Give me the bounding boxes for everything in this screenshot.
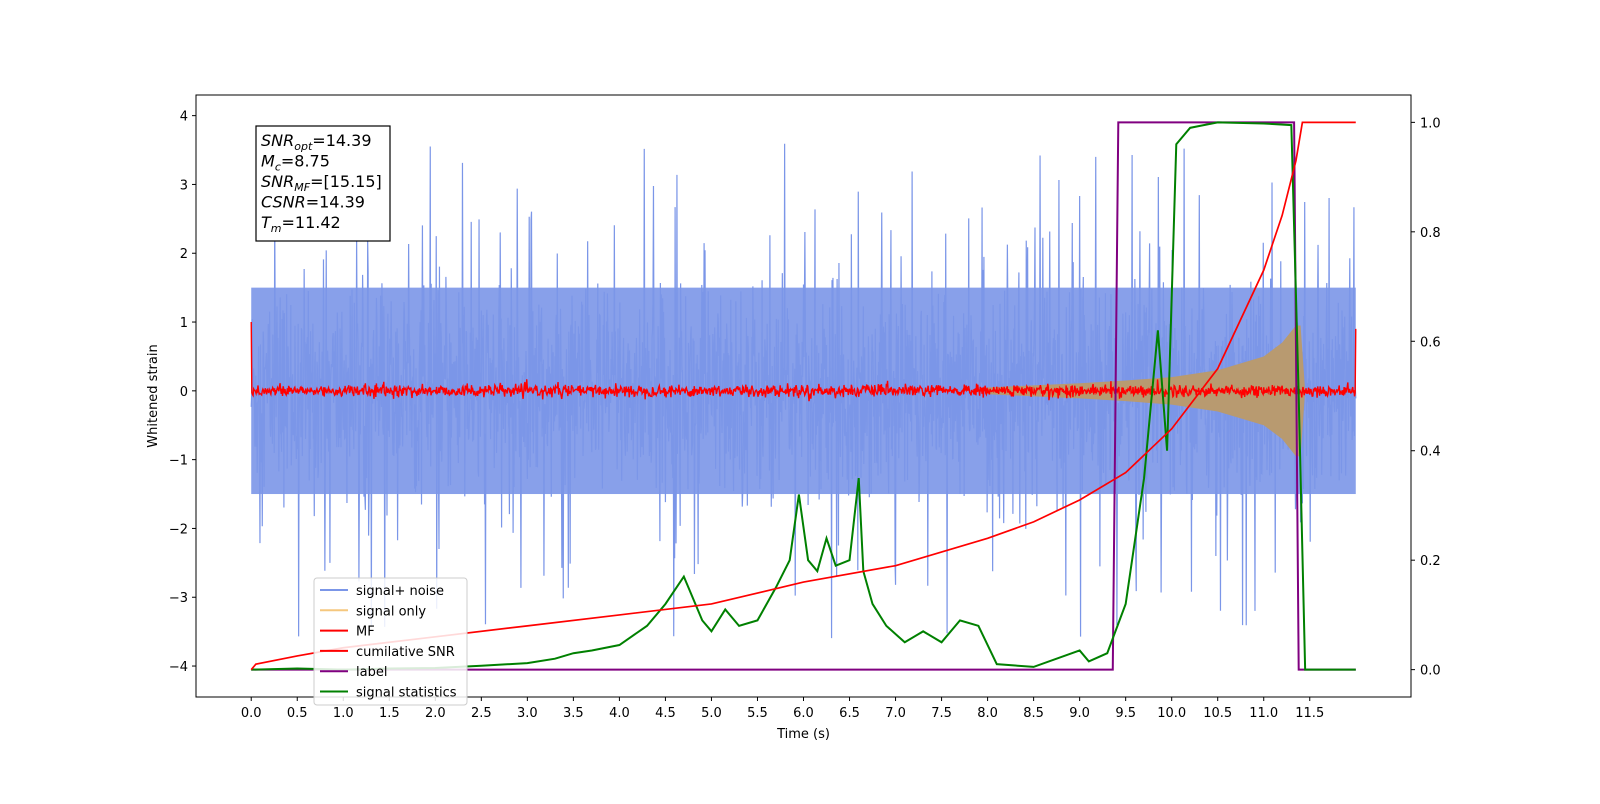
x-tick-label: 7.0 (885, 706, 906, 721)
legend-label: signal+ noise (356, 584, 444, 599)
legend-frame (313, 577, 468, 706)
y-tick-label: −3 (169, 591, 188, 606)
x-tick-label: 4.5 (655, 706, 676, 721)
legend-label: MF (356, 625, 375, 640)
x-tick-label: 8.5 (1023, 706, 1044, 721)
mf-line (250, 322, 1357, 402)
plot-area (250, 121, 1357, 671)
y2-tick-label: 0.2 (1420, 554, 1441, 569)
x-tick-label: 0.5 (287, 706, 308, 721)
x-axis: 0.0 0.5 1.0 1.5 2.0 2.5 3.0 3.5 4.0 4.5 5.0 5.5 6.0 6… (241, 697, 1324, 721)
x-tick-label: 0.0 (241, 706, 262, 721)
signal-statistics-line (251, 121, 1356, 671)
y-tick-label: 3 (180, 178, 188, 193)
x-tick-label: 6.5 (839, 706, 860, 721)
y2-tick-label: 0.0 (1420, 664, 1441, 679)
legend-label: label (356, 665, 387, 680)
x-tick-label: 5.0 (701, 706, 722, 721)
y-tick-label: 2 (180, 247, 188, 262)
x-tick-label: 10.0 (1157, 706, 1186, 721)
y-tick-label: 1 (180, 316, 188, 331)
x-tick-label: 4.0 (609, 706, 630, 721)
y-axis-left: 4 3 2 1 0 −1 −2 −3 −4 (169, 110, 196, 675)
y2-tick-label: 1.0 (1420, 116, 1441, 131)
x-tick-label: 10.5 (1203, 706, 1232, 721)
legend: signal+ noise signal only MF cumilative SNR… (313, 577, 468, 706)
x-tick-label: 3.0 (517, 706, 538, 721)
y-tick-label: −2 (169, 522, 188, 537)
info-box-line: SNRMF=[15.15] (261, 172, 382, 194)
y-tick-label: 4 (180, 110, 188, 125)
legend-label: signal only (356, 604, 426, 619)
legend-label: cumilative SNR (356, 645, 455, 660)
x-tick-label: 11.5 (1295, 706, 1324, 721)
info-box: SNRopt=14.39Mc=8.75SNRMF=[15.15]CSNR=14.… (255, 125, 391, 242)
x-tick-label: 9.5 (1115, 706, 1136, 721)
y-tick-label: −1 (169, 454, 188, 469)
y-axis-label: Whitened strain (146, 344, 161, 447)
x-tick-label: 2.0 (425, 706, 446, 721)
x-tick-label: 1.0 (333, 706, 354, 721)
info-box-line: CSNR=14.39 (261, 193, 365, 212)
x-tick-label: 11.0 (1249, 706, 1278, 721)
y-tick-label: 0 (180, 385, 188, 400)
info-box-line: SNRopt=14.39 (261, 131, 372, 153)
x-tick-label: 1.5 (379, 706, 400, 721)
y-axis-right: 1.0 0.8 0.6 0.4 0.2 0.0 (1411, 116, 1441, 679)
x-tick-label: 9.0 (1069, 706, 1090, 721)
y-tick-label: −4 (169, 660, 188, 675)
x-tick-label: 8.0 (977, 706, 998, 721)
y2-tick-label: 0.8 (1420, 226, 1441, 241)
y2-tick-label: 0.4 (1420, 445, 1441, 460)
x-axis-label: Time (s) (776, 727, 830, 742)
x-tick-label: 7.5 (931, 706, 952, 721)
info-box-line: Mc=8.75 (261, 152, 330, 174)
x-tick-label: 6.0 (793, 706, 814, 721)
legend-label: signal statistics (356, 686, 457, 701)
x-tick-label: 3.5 (563, 706, 584, 721)
x-tick-label: 5.5 (747, 706, 768, 721)
x-tick-label: 2.5 (471, 706, 492, 721)
y2-tick-label: 0.6 (1420, 335, 1441, 350)
info-box-line: Tm=11.42 (261, 213, 341, 235)
info-box-frame (255, 125, 391, 242)
